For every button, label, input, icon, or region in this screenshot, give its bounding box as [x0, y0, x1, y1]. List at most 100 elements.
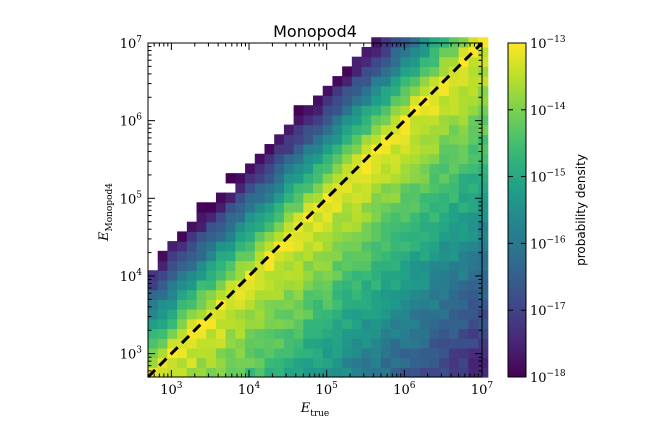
heatmap-cell [303, 124, 314, 135]
heatmap-cell [371, 338, 382, 349]
heatmap-cell [351, 299, 363, 310]
heatmap-cell [225, 270, 236, 281]
heatmap-cell [419, 37, 431, 48]
heatmap-cell [303, 357, 314, 368]
heatmap-cell [419, 231, 431, 242]
heatmap-cell [458, 347, 469, 359]
heatmap-cell [148, 279, 159, 291]
heatmap-cell [361, 192, 372, 203]
heatmap-cell [468, 105, 479, 116]
colorbar-tick-label: 10−18 [530, 369, 566, 386]
heatmap-cell [458, 76, 469, 87]
heatmap-cell [468, 299, 479, 310]
heatmap-cell [468, 328, 479, 339]
heatmap-cell [293, 153, 304, 165]
heatmap-cell [342, 250, 353, 262]
heatmap-cell [177, 231, 188, 242]
heatmap-cell [264, 153, 275, 165]
heatmap-cell [380, 192, 392, 203]
colorbar-label: probability density [574, 154, 588, 266]
heatmap-cell [206, 338, 217, 349]
heatmap-cell [322, 357, 334, 368]
heatmap-cell [215, 328, 227, 339]
heatmap-cell [380, 338, 392, 349]
heatmap-cell [351, 134, 363, 145]
heatmap-cell [468, 241, 479, 252]
heatmap-cell [468, 357, 479, 368]
heatmap-cell [332, 85, 343, 97]
heatmap-cell [342, 66, 353, 77]
heatmap-cell [439, 37, 450, 48]
x-axis-ticks: 103 104 105 106 107 [148, 43, 493, 398]
heatmap-cell [410, 270, 421, 281]
heatmap-cell [206, 318, 217, 330]
heatmap-cell [361, 85, 372, 97]
heatmap-cell [439, 338, 450, 349]
heatmap-cell [468, 289, 479, 300]
heatmap-cell [167, 250, 178, 262]
heatmap-cell [293, 202, 304, 213]
heatmap-cell [303, 289, 314, 300]
heatmap-cell [254, 211, 266, 223]
heatmap-cell [478, 144, 489, 155]
heatmap-cell [332, 95, 343, 106]
heatmap-cell [254, 328, 266, 339]
heatmap-cell [380, 66, 392, 77]
heatmap-cell [245, 173, 256, 184]
heatmap-cell [351, 211, 363, 223]
heatmap-cell [322, 250, 334, 262]
heatmap-cell [157, 367, 169, 378]
heatmap-cell [245, 279, 256, 291]
heatmap-cell [322, 153, 334, 165]
heatmap-cell [400, 231, 411, 242]
x-tick-label: 106 [393, 381, 416, 398]
heatmap-cell [410, 328, 421, 339]
heatmap-cell [225, 211, 236, 223]
heatmap-cell [313, 124, 324, 135]
heatmap-cell [303, 367, 314, 378]
heatmap-cell [322, 221, 334, 232]
heatmap-cell [254, 192, 266, 203]
heatmap-cell [196, 328, 207, 339]
heatmap-cell [293, 241, 304, 252]
heatmap-cell [380, 211, 392, 223]
heatmap-cell [274, 163, 285, 174]
heatmap-cell [274, 347, 285, 359]
heatmap-cell [419, 124, 431, 135]
heatmap-cell [293, 114, 304, 126]
heatmap-cell [478, 37, 489, 48]
heatmap-cell [313, 134, 324, 145]
heatmap-cell [361, 318, 372, 330]
heatmap-cell [254, 221, 266, 232]
heatmap-cell [196, 357, 207, 368]
heatmap-cell [274, 270, 285, 281]
heatmap-cell [332, 260, 343, 271]
heatmap-cell [361, 299, 372, 310]
heatmap-cell [361, 163, 372, 174]
heatmap-cell [283, 289, 295, 300]
heatmap-cell [448, 367, 460, 378]
heatmap-cell [313, 114, 324, 126]
heatmap-cell [167, 270, 178, 281]
heatmap-cell [254, 241, 266, 252]
heatmap-cell [429, 134, 440, 145]
heatmap-cell [478, 357, 489, 368]
heatmap-cell [419, 279, 431, 291]
heatmap-cell [235, 338, 246, 349]
heatmap-cell [235, 192, 246, 203]
heatmap-cell [448, 241, 460, 252]
heatmap-cell [400, 114, 411, 126]
heatmap-cell [468, 114, 479, 126]
heatmap-cell [332, 241, 343, 252]
heatmap-cell [225, 260, 236, 271]
heatmap-cell [361, 367, 372, 378]
heatmap-cell [332, 182, 343, 194]
heatmap-cell [400, 76, 411, 87]
y-tick-label: 105 [120, 190, 143, 207]
heatmap-cell [478, 260, 489, 271]
heatmap-cell [313, 192, 324, 203]
heatmap-cell [245, 347, 256, 359]
heatmap-cell [245, 309, 256, 320]
heatmap-cell [439, 163, 450, 174]
heatmap-cell [206, 260, 217, 271]
